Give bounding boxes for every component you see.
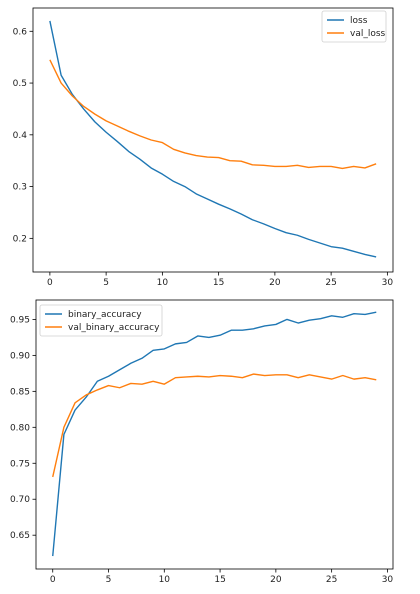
legend: binary_accuracy val_binary_accuracy: [39, 304, 163, 337]
chart-2: 0 5 10 15 20 25 30 0.65 0.70 0.75 0.80 0.85 0.90 0.95…: [10, 299, 394, 585]
y-tick-label: 0.70: [10, 495, 30, 505]
plot-frame: [35, 299, 394, 570]
x-tick-label: 30: [382, 575, 394, 585]
y-tick-label: 0.6: [13, 27, 28, 37]
x-tick-label: 20: [270, 575, 282, 585]
x-tick-label: 10: [157, 278, 169, 288]
x-tick-label: 5: [106, 575, 112, 585]
y-tick-label: 0.80: [10, 423, 30, 433]
legend-label: loss: [350, 16, 368, 26]
x-tick-label: 0: [50, 575, 56, 585]
x-tick-label: 5: [103, 278, 109, 288]
series-line-val-loss: [49, 59, 377, 170]
legend-box: [321, 10, 387, 43]
legend-label: val_binary_accuracy: [68, 323, 160, 333]
y-tick-label: 0.5: [13, 79, 27, 89]
chart-1: 0 5 10 15 20 25 30 0.2 0.3 0.4 0.5 0.6 loss val_loss: [13, 7, 394, 288]
series-line-loss: [49, 20, 377, 258]
y-tick-label: 0.90: [10, 351, 30, 361]
x-tick-label: 10: [159, 575, 171, 585]
y-tick-label: 0.65: [10, 531, 30, 541]
series-line-val-binary-accuracy: [52, 373, 377, 478]
y-tick-label: 0.85: [10, 387, 30, 397]
legend: loss val_loss: [321, 10, 387, 43]
series-line-binary-accuracy: [52, 311, 377, 557]
legend-label: val_loss: [350, 29, 386, 39]
x-tick-label: 25: [326, 575, 337, 585]
plot-frame: [32, 7, 394, 273]
legend-label: binary_accuracy: [68, 310, 142, 320]
y-tick-label: 0.4: [13, 131, 28, 141]
x-tick-label: 30: [382, 278, 394, 288]
y-tick-label: 0.75: [10, 459, 30, 469]
x-tick-label: 15: [213, 278, 224, 288]
x-tick-label: 20: [269, 278, 281, 288]
x-tick-label: 25: [325, 278, 336, 288]
x-tick-label: 0: [47, 278, 53, 288]
y-tick-label: 0.3: [13, 183, 27, 193]
legend-box: [39, 304, 163, 337]
y-tick-label: 0.2: [13, 234, 27, 244]
x-tick-label: 15: [214, 575, 225, 585]
y-tick-label: 0.95: [10, 315, 30, 325]
